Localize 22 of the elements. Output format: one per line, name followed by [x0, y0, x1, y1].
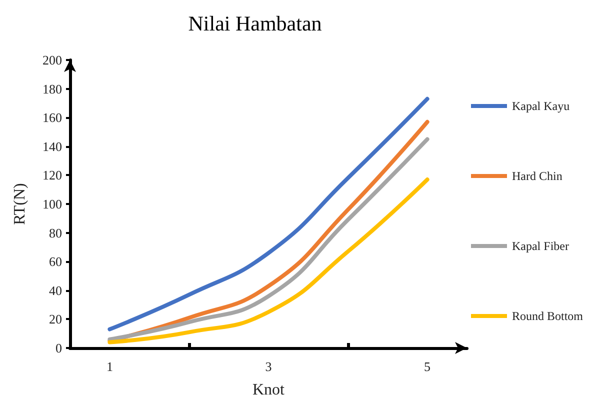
y-tick-label: 160: [42, 110, 62, 126]
x-tick-label: 5: [424, 359, 431, 374]
legend-label: Kapal Fiber: [512, 239, 569, 253]
x-tick-label: 1: [106, 359, 113, 374]
y-tick-label: 60: [49, 254, 62, 270]
y-axis-title: RT(N): [12, 183, 28, 225]
chart-title: Nilai Hambatan: [188, 12, 322, 36]
line-series: [108, 178, 430, 344]
y-tick-label: 80: [49, 225, 62, 240]
y-tick-label: 0: [56, 340, 62, 356]
y-tick-label: 20: [49, 312, 62, 327]
y-tick-label: 120: [42, 168, 62, 183]
legend-label: Round Bottom: [512, 309, 584, 323]
x-tick-label: 3: [265, 359, 272, 374]
y-tick-label: 180: [42, 81, 62, 96]
x-axis-title: Knot: [252, 382, 286, 398]
y-tick-label: 140: [42, 138, 62, 154]
legend-label: Kapal Kayu: [512, 99, 570, 113]
y-tick-label: 200: [42, 52, 62, 68]
y-tick-label: 40: [49, 282, 62, 298]
legend-label: Hard Chin: [512, 169, 562, 183]
y-tick-label: 100: [42, 196, 62, 212]
